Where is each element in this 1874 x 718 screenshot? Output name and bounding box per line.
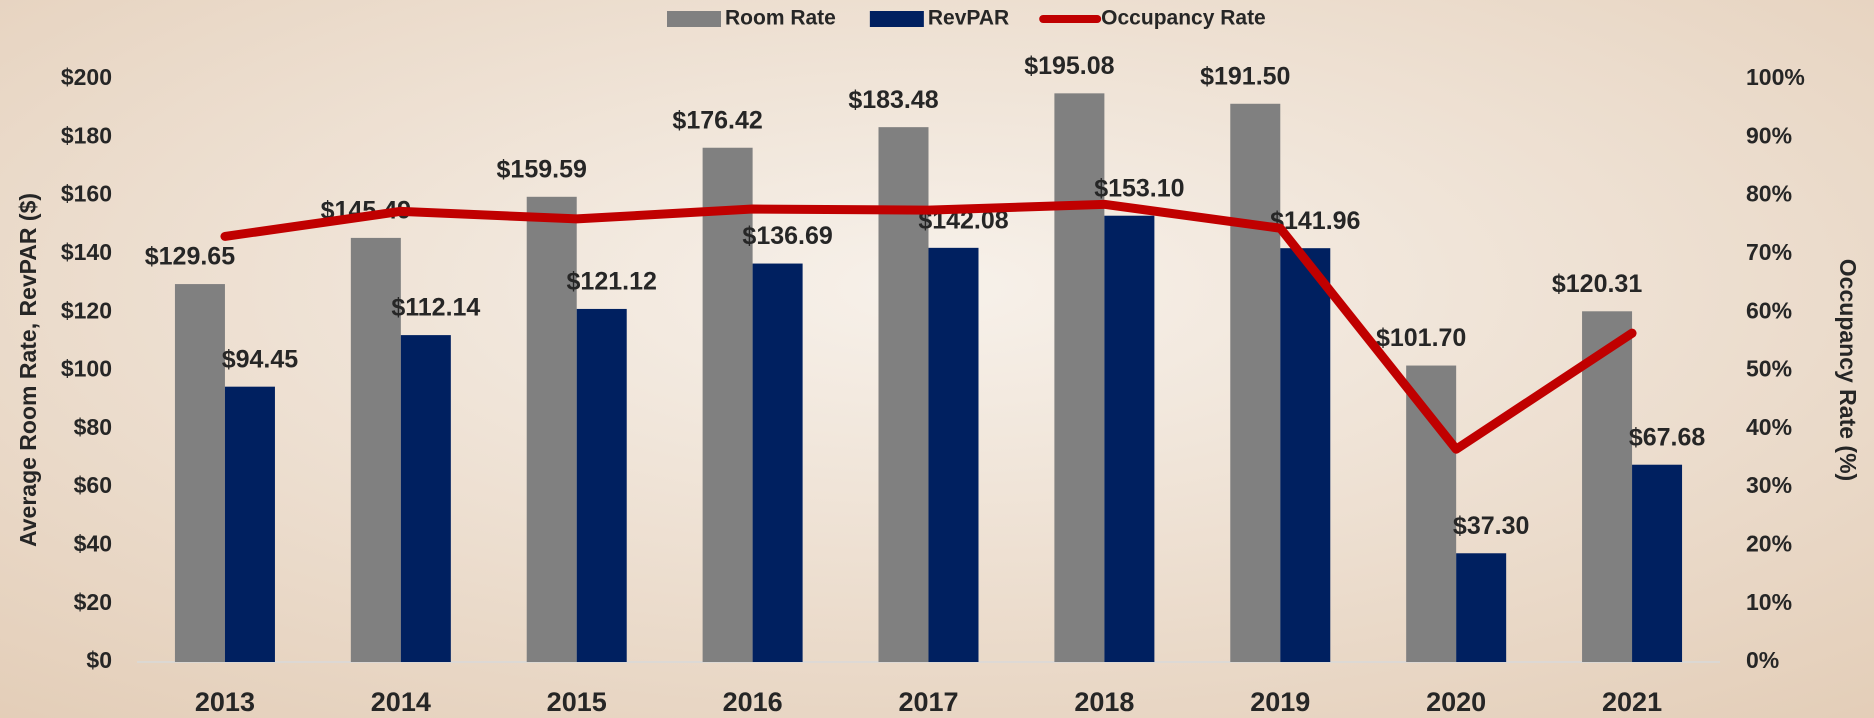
y2-tick-label: 40% [1746, 414, 1792, 440]
y-tick-label: $60 [74, 472, 112, 498]
bar [577, 309, 627, 662]
x-tick-label: 2016 [723, 687, 783, 717]
y2-tick-label: 100% [1746, 64, 1805, 90]
x-tick-label: 2014 [371, 687, 431, 717]
bar [1230, 104, 1280, 662]
legend-swatch [667, 11, 721, 27]
value-label: $121.12 [567, 268, 657, 296]
bar [1456, 553, 1506, 662]
legend-label: Room Rate [725, 7, 836, 30]
bar [175, 284, 225, 662]
value-label: $191.50 [1200, 62, 1290, 90]
bar [1104, 216, 1154, 662]
value-label: $94.45 [222, 345, 299, 373]
value-label: $195.08 [1024, 52, 1114, 80]
y-axis-title: Average Room Rate, RevPAR ($) [15, 193, 41, 547]
y2-tick-label: 30% [1746, 472, 1792, 498]
chart: Average Room Rate, RevPAR ($) Occupancy … [0, 0, 1874, 718]
value-label: $183.48 [848, 86, 938, 114]
x-tick-label: 2019 [1250, 687, 1310, 717]
x-tick-label: 2018 [1074, 687, 1134, 717]
value-label: $176.42 [672, 106, 762, 134]
y-tick-label: $180 [61, 122, 112, 148]
value-label: $101.70 [1376, 324, 1466, 352]
y-tick-label: $120 [61, 297, 112, 323]
y-tick-label: $160 [61, 181, 112, 207]
y2-axis-title: Occupancy Rate (%) [1835, 259, 1861, 481]
legend-swatch [870, 11, 924, 27]
value-label: $129.65 [145, 243, 235, 271]
value-label: $67.68 [1629, 423, 1706, 451]
bar [1280, 248, 1330, 662]
y-tick-label: $40 [74, 530, 112, 556]
x-tick-label: 2020 [1426, 687, 1486, 717]
x-tick-label: 2021 [1602, 687, 1662, 717]
y-tick-label: $80 [74, 414, 112, 440]
y2-tick-label: 10% [1746, 589, 1792, 615]
y2-tick-label: 0% [1746, 647, 1779, 673]
value-label: $153.10 [1094, 174, 1184, 202]
value-label: $37.30 [1453, 512, 1529, 540]
x-tick-label: 2015 [547, 687, 607, 717]
x-tick-label: 2013 [195, 687, 255, 717]
y2-tick-label: 70% [1746, 239, 1792, 265]
bar [929, 248, 979, 662]
bar [401, 335, 451, 662]
y-tick-label: $0 [86, 647, 112, 673]
bar [225, 387, 275, 662]
y-tick-label: $140 [61, 239, 112, 265]
y-tick-label: $200 [61, 64, 112, 90]
y2-tick-label: 80% [1746, 181, 1792, 207]
bar [753, 264, 803, 662]
value-label: $112.14 [391, 294, 480, 322]
y-tick-label: $100 [61, 356, 112, 382]
legend-label: RevPAR [928, 7, 1009, 30]
page: {"chart_data": {"type": "bar", "categori… [0, 0, 1874, 718]
y-tick-label: $20 [74, 589, 112, 615]
bar [1632, 465, 1682, 662]
value-label: $136.69 [742, 222, 832, 250]
y2-tick-label: 60% [1746, 297, 1792, 323]
bar [1406, 366, 1456, 662]
value-label: $159.59 [497, 155, 587, 183]
y2-tick-label: 20% [1746, 530, 1792, 556]
value-label: $120.31 [1552, 270, 1642, 298]
y2-tick-label: 50% [1746, 356, 1792, 382]
legend-label: Occupancy Rate [1101, 7, 1266, 30]
x-tick-label: 2017 [898, 687, 958, 717]
y2-tick-label: 90% [1746, 122, 1792, 148]
